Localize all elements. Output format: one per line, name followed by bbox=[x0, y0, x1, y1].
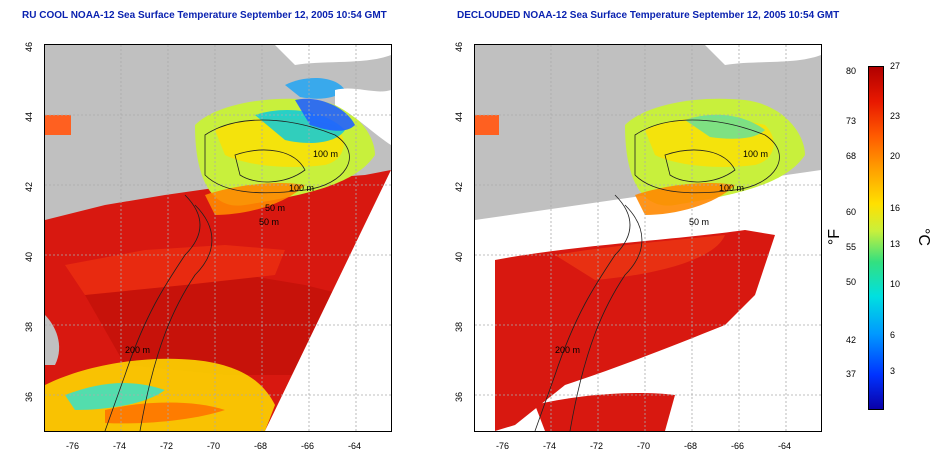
contour-label: 100 m bbox=[289, 183, 315, 193]
contour-label: 50 m bbox=[689, 217, 710, 227]
x-tick: -70 bbox=[637, 441, 651, 451]
left-sst-map: 100 m 100 m 50 m 50 m 200 m bbox=[44, 44, 392, 432]
x-tick: -76 bbox=[66, 441, 80, 451]
celsius-tick: 23 bbox=[890, 111, 901, 121]
fahrenheit-tick: 55 bbox=[846, 242, 857, 252]
fahrenheit-tick: 68 bbox=[846, 151, 857, 161]
x-tick: -72 bbox=[160, 441, 174, 451]
celsius-unit-label: °C bbox=[914, 228, 932, 246]
celsius-tick: 27 bbox=[890, 61, 901, 71]
y-tick: 38 bbox=[454, 321, 465, 333]
fahrenheit-unit-label: °F bbox=[826, 228, 844, 246]
fahrenheit-tick: 60 bbox=[846, 207, 857, 217]
y-tick: 40 bbox=[454, 251, 465, 263]
x-tick: -66 bbox=[301, 441, 315, 451]
contour-label: 200 m bbox=[125, 345, 151, 355]
fahrenheit-tick: 73 bbox=[846, 116, 857, 126]
fahrenheit-tick: 37 bbox=[846, 369, 857, 379]
y-tick: 46 bbox=[454, 41, 465, 53]
y-tick: 38 bbox=[24, 321, 35, 333]
x-tick: -72 bbox=[590, 441, 604, 451]
contour-label: 100 m bbox=[719, 183, 745, 193]
x-tick: -64 bbox=[778, 441, 792, 451]
contour-label: 50 m bbox=[259, 217, 280, 227]
contour-label: 50 m bbox=[265, 203, 286, 213]
celsius-tick: 6 bbox=[890, 330, 896, 340]
right-map-graphic bbox=[475, 45, 821, 431]
celsius-tick: 10 bbox=[890, 279, 901, 289]
fahrenheit-tick: 80 bbox=[846, 66, 857, 76]
y-tick: 36 bbox=[454, 391, 465, 403]
contour-label: 200 m bbox=[555, 345, 581, 355]
x-tick: -68 bbox=[684, 441, 698, 451]
right-map-title: DECLOUDED NOAA-12 Sea Surface Temperatur… bbox=[457, 10, 840, 21]
y-tick: 42 bbox=[454, 181, 465, 193]
x-tick: -68 bbox=[254, 441, 268, 451]
y-tick: 40 bbox=[24, 251, 35, 263]
left-map-title: RU COOL NOAA-12 Sea Surface Temperature … bbox=[22, 10, 387, 21]
fahrenheit-tick: 42 bbox=[846, 335, 857, 345]
fahrenheit-tick: 50 bbox=[846, 277, 857, 287]
contour-label: 100 m bbox=[743, 149, 769, 159]
temperature-colorbar bbox=[868, 66, 884, 410]
celsius-tick: 16 bbox=[890, 203, 901, 213]
x-tick: -76 bbox=[496, 441, 510, 451]
y-tick: 44 bbox=[454, 111, 465, 123]
left-map-graphic bbox=[45, 45, 391, 431]
y-tick: 36 bbox=[24, 391, 35, 403]
celsius-tick: 13 bbox=[890, 239, 901, 249]
x-tick: -64 bbox=[348, 441, 362, 451]
x-tick: -74 bbox=[113, 441, 127, 451]
x-tick: -66 bbox=[731, 441, 745, 451]
celsius-tick: 3 bbox=[890, 366, 896, 376]
y-tick: 44 bbox=[24, 111, 35, 123]
y-tick: 42 bbox=[24, 181, 35, 193]
contour-label: 100 m bbox=[313, 149, 339, 159]
x-tick: -70 bbox=[207, 441, 221, 451]
y-tick: 46 bbox=[24, 41, 35, 53]
celsius-tick: 20 bbox=[890, 151, 901, 161]
right-sst-map: 100 m 100 m 50 m 200 m bbox=[474, 44, 822, 432]
x-tick: -74 bbox=[543, 441, 557, 451]
